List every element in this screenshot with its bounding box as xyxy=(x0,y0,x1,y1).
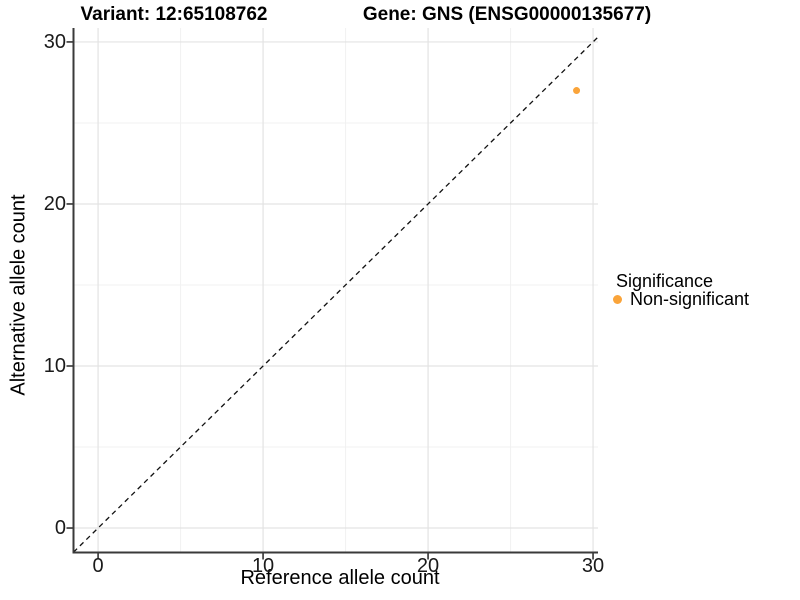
y-axis-tick-label: 10 xyxy=(43,355,66,377)
x-axis-tick-label: 20 xyxy=(416,555,440,577)
y-axis-tick-label: 30 xyxy=(43,30,66,53)
legend-title: Significance xyxy=(616,271,714,291)
x-axis-tick-label: 10 xyxy=(251,555,275,577)
x-axis-title: Reference allele count xyxy=(240,567,440,589)
gene-title: Gene: GNS (ENSG00000135677) xyxy=(362,4,652,25)
y-axis-tick-label: 20 xyxy=(43,192,66,215)
legend-item: Non-significant xyxy=(611,289,749,310)
variant-title: Variant: 12:65108762 xyxy=(80,4,268,25)
legend-marker-dot-icon xyxy=(613,295,622,304)
x-axis-tick-label: 0 xyxy=(92,555,104,577)
y-axis-tick-label: 0 xyxy=(54,517,66,540)
identity-line xyxy=(73,36,599,553)
legend-item-label: Non-significant xyxy=(630,289,750,309)
data-point xyxy=(573,87,581,95)
x-axis-tick-label: 30 xyxy=(581,555,605,577)
